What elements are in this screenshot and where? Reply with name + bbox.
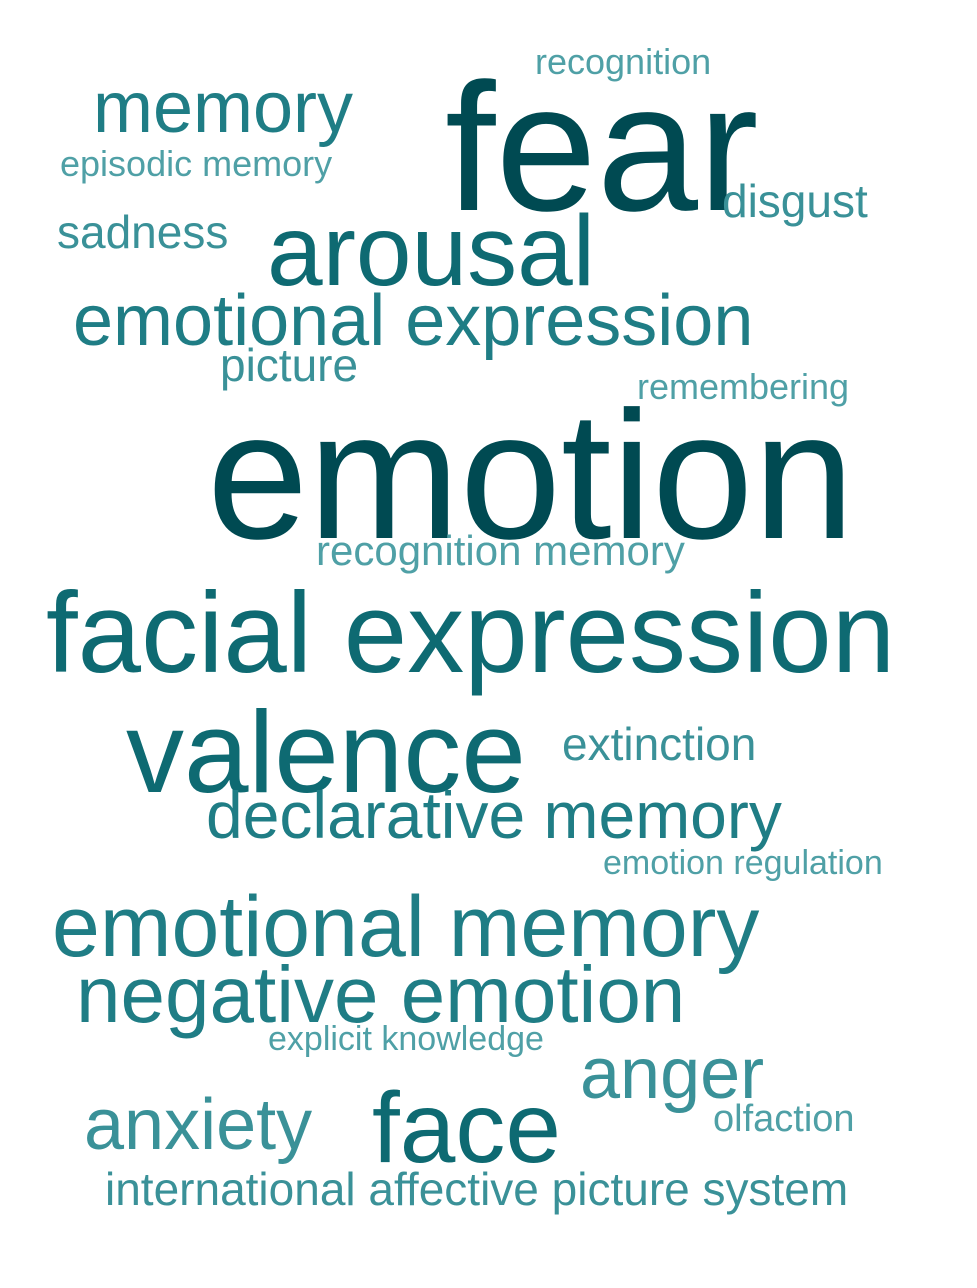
word-sadness: sadness bbox=[57, 206, 229, 258]
word-disgust: disgust bbox=[722, 175, 868, 227]
word-face: face bbox=[372, 1072, 562, 1184]
word-emotion: emotion bbox=[207, 373, 855, 577]
word-declarative-memory: declarative memory bbox=[206, 778, 782, 852]
word-memory: memory bbox=[93, 68, 354, 148]
word-explicit-knowledge: explicit knowledge bbox=[268, 1020, 544, 1058]
word-arousal: arousal bbox=[267, 195, 595, 307]
word-recognition: recognition bbox=[535, 41, 712, 82]
word-recognition-memory: recognition memory bbox=[316, 527, 685, 574]
word-anxiety: anxiety bbox=[84, 1085, 313, 1165]
word-emotional-expression: emotional expression bbox=[73, 281, 754, 361]
word-fear: fear bbox=[445, 45, 759, 249]
word-olfaction: olfaction bbox=[713, 1098, 855, 1140]
word-extinction: extinction bbox=[562, 718, 757, 770]
word-international-affective-picture-system: international affective picture system bbox=[105, 1163, 849, 1215]
word-picture: picture bbox=[220, 339, 359, 391]
word-valence: valence bbox=[126, 687, 526, 817]
word-remembering: remembering bbox=[637, 366, 850, 407]
word-episodic-memory: episodic memory bbox=[60, 143, 333, 184]
word-negative-emotion: negative emotion bbox=[76, 950, 686, 1039]
word-emotional-memory: emotional memory bbox=[52, 879, 760, 975]
word-facial-expression: facial expression bbox=[46, 570, 896, 697]
word-anger: anger bbox=[580, 1034, 765, 1114]
word-emotion-regulation: emotion regulation bbox=[603, 844, 883, 882]
